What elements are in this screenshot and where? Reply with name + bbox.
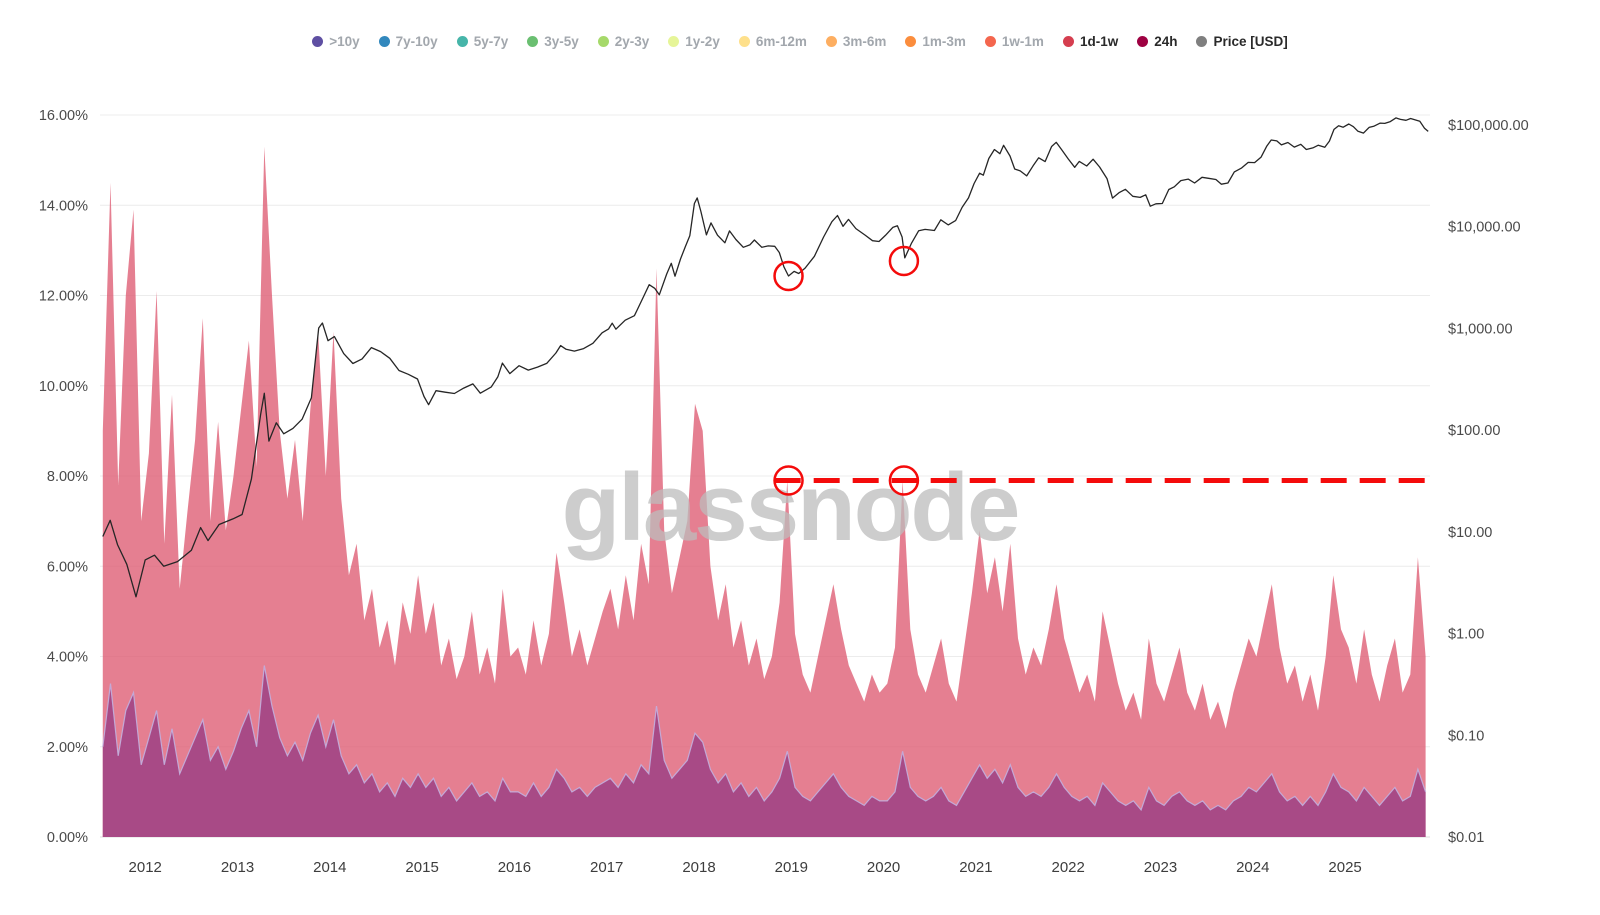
annotation-circle	[773, 260, 804, 292]
legend-dot-icon	[738, 36, 750, 47]
annotation-circle	[888, 245, 920, 277]
annotation-circle	[888, 465, 920, 496]
x-axis-tick-label: 2017	[590, 859, 623, 876]
legend-item-3y-5y[interactable]: 3y-5y	[527, 34, 579, 49]
y-right-tick-label: $100.00	[1448, 423, 1500, 439]
y-right-tick-label: $10,000.00	[1448, 220, 1521, 236]
legend-label: 7y-10y	[395, 34, 438, 49]
legend-dot-icon	[905, 36, 917, 47]
legend-label: 1d-1w	[1079, 34, 1119, 49]
x-axis-tick-label: 2015	[405, 859, 438, 876]
legend-dot-icon	[984, 36, 996, 47]
x-axis-tick-label: 2014	[313, 859, 346, 876]
legend-item-10y[interactable]: >10y	[312, 34, 360, 49]
legend-dot-icon	[312, 36, 324, 47]
legend-dot-icon	[527, 36, 539, 47]
legend-dot-icon	[668, 36, 680, 47]
legend-dot-icon	[597, 36, 609, 47]
y-left-tick-label: 4.00%	[47, 650, 88, 666]
legend-item-1y-2y[interactable]: 1y-2y	[668, 34, 720, 49]
legend-item-1w-1m[interactable]: 1w-1m	[984, 34, 1044, 49]
y-left-tick-label: 2.00%	[47, 740, 88, 756]
legend-label: 5y-7y	[473, 34, 509, 49]
chart-legend: >10y 7y-10y 5y-7y 3y-5y 2y-3y 1y-2y 6m-12m 3m-6…	[0, 34, 1600, 49]
x-axis-tick-label: 2023	[1144, 859, 1177, 876]
price-line	[102, 117, 1429, 598]
y-right-tick-label: $0.10	[1448, 728, 1484, 744]
legend-dot-icon	[1137, 36, 1149, 47]
x-axis-tick-label: 2024	[1236, 859, 1269, 876]
legend-label: 3y-5y	[544, 34, 579, 49]
legend-item-price-usd[interactable]: Price [USD]	[1196, 34, 1288, 49]
glassnode-watermark: glassnode	[562, 454, 1019, 561]
legend-item-24h[interactable]: 24h	[1137, 34, 1177, 49]
legend-label: Price [USD]	[1213, 34, 1288, 49]
x-axis-tick-label: 2019	[775, 859, 808, 876]
series-area-edge-24h	[102, 665, 1427, 812]
legend-label: 24h	[1154, 34, 1178, 49]
legend-dot-icon	[378, 36, 390, 47]
legend-item-3m-6m[interactable]: 3m-6m	[825, 34, 887, 49]
legend-item-6m-12m[interactable]: 6m-12m	[738, 34, 807, 49]
y-right-tick-label: $100,000.00	[1448, 118, 1529, 134]
y-left-tick-label: 14.00%	[39, 198, 88, 214]
y-left-tick-label: 6.00%	[47, 559, 88, 575]
x-axis-tick-label: 2013	[221, 859, 254, 876]
legend-label: 1y-2y	[685, 34, 720, 49]
y-right-tick-label: $10.00	[1448, 525, 1492, 541]
legend-item-1d-1w[interactable]: 1d-1w	[1062, 34, 1119, 49]
x-axis-tick-label: 2025	[1328, 859, 1361, 876]
x-axis-tick-label: 2016	[498, 859, 531, 876]
x-axis-tick-label: 2022	[1052, 859, 1085, 876]
y-left-tick-label: 0.00%	[47, 830, 88, 846]
y-left-tick-label: 12.00%	[39, 289, 88, 305]
x-axis-tick-label: 2021	[959, 859, 992, 876]
annotation-circle	[773, 465, 804, 496]
x-axis-tick-label: 2020	[867, 859, 900, 876]
legend-label: 3m-6m	[842, 34, 887, 49]
legend-item-5y-7y[interactable]: 5y-7y	[456, 34, 509, 49]
legend-label: 2y-3y	[614, 34, 650, 49]
series-area-24h	[102, 665, 1426, 837]
legend-dot-icon	[1196, 36, 1208, 47]
legend-item-1m-3m[interactable]: 1m-3m	[905, 34, 966, 49]
legend-label: 1m-3m	[922, 34, 966, 49]
y-right-tick-label: $1,000.00	[1448, 321, 1513, 337]
legend-item-2y-3y[interactable]: 2y-3y	[597, 34, 650, 49]
x-axis-tick-label: 2018	[682, 859, 715, 876]
legend-dot-icon	[1062, 36, 1074, 47]
legend-label: 6m-12m	[755, 34, 807, 49]
y-left-tick-label: 16.00%	[39, 108, 88, 124]
y-right-tick-label: $1.00	[1448, 627, 1484, 643]
legend-dot-icon	[456, 36, 468, 47]
y-left-tick-label: 10.00%	[39, 379, 88, 395]
x-axis-tick-label: 2012	[129, 859, 162, 876]
y-left-tick-label: 8.00%	[47, 469, 88, 485]
legend-label: 1w-1m	[1001, 34, 1044, 49]
legend-dot-icon	[825, 36, 837, 47]
legend-label: >10y	[329, 34, 360, 49]
series-area-1d-1w	[102, 146, 1426, 838]
y-right-tick-label: $0.01	[1448, 830, 1484, 846]
legend-item-7y-10y[interactable]: 7y-10y	[378, 34, 438, 49]
